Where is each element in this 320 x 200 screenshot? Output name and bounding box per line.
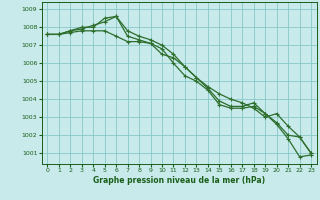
X-axis label: Graphe pression niveau de la mer (hPa): Graphe pression niveau de la mer (hPa) [93,176,265,185]
